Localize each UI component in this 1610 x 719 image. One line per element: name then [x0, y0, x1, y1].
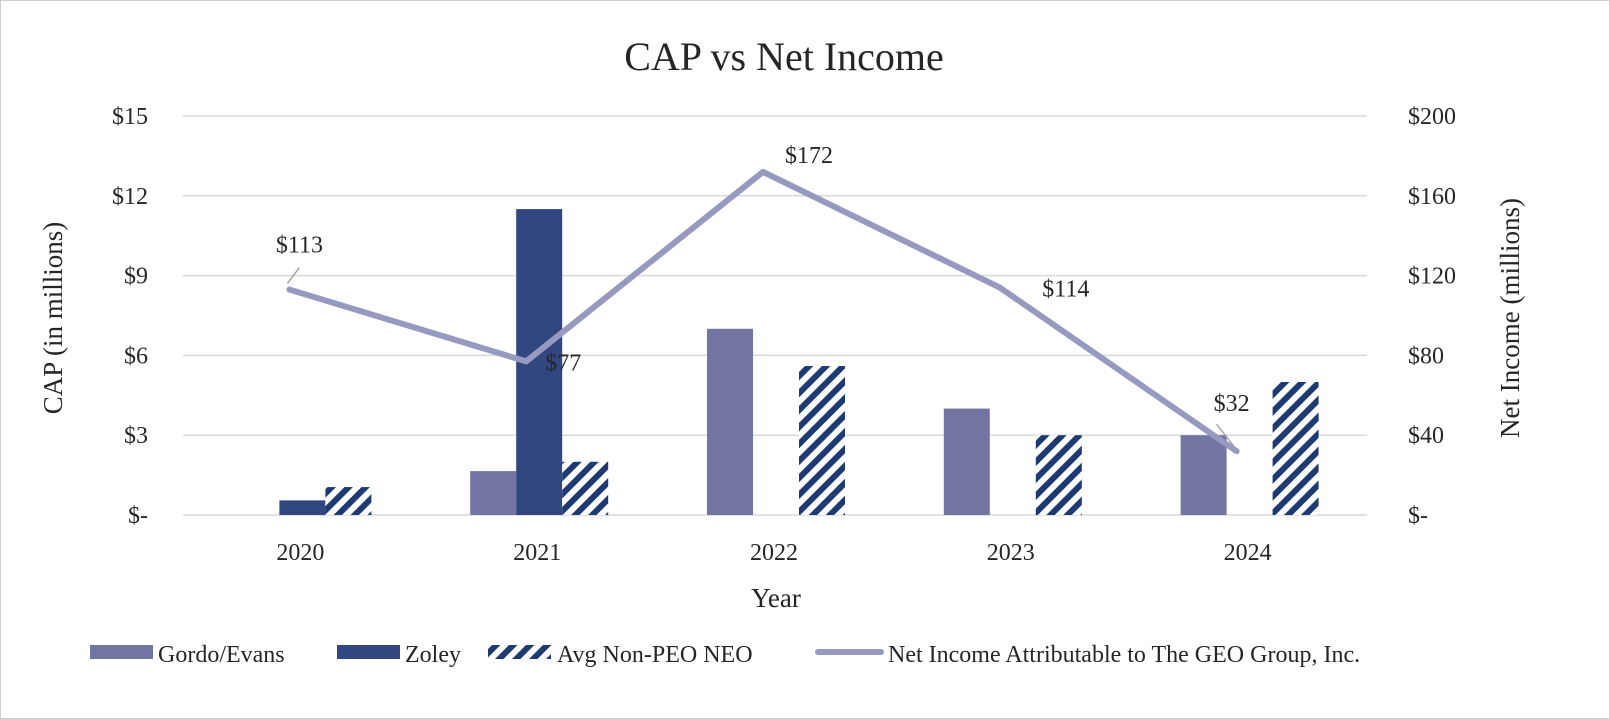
- y-tick-label: $6: [124, 343, 148, 369]
- bar-gordo-evans-2022: [707, 328, 753, 515]
- bars: [279, 209, 1319, 515]
- net-income-data-label: $172: [785, 143, 833, 169]
- data-label-leader: [1216, 423, 1236, 448]
- gridlines: [183, 115, 1367, 516]
- bar-gordo-evans-2023: [943, 408, 990, 515]
- y-tick-label: $15: [112, 104, 148, 130]
- y-tick-label: $-: [128, 503, 148, 529]
- x-axis-label: Year: [751, 583, 801, 613]
- bar-avg-non-peo-neo-2020: [325, 487, 372, 515]
- y-axis-label: CAP (in millions): [38, 222, 68, 415]
- bar-avg-non-peo-neo-2022: [799, 366, 845, 515]
- y-tick-label: $9: [124, 264, 148, 290]
- legend-swatch-gordo-evans: [90, 645, 153, 659]
- legend-swatch-avg-non-peo-neo: [488, 645, 551, 659]
- y2-tick-label: $80: [1408, 343, 1444, 369]
- x-tick-label: 2021: [513, 540, 561, 566]
- net-income-line: [286, 168, 1240, 455]
- y2-tick-label: $40: [1408, 423, 1444, 449]
- legend-label-net-income: Net Income Attributable to The GEO Group…: [888, 642, 1360, 668]
- y2-tick-label: $-: [1408, 503, 1428, 529]
- net-income-data-label: $32: [1214, 391, 1250, 417]
- legend-label-gordo-evans: Gordo/Evans: [158, 642, 285, 668]
- bar-gordo-evans-2021: [470, 471, 517, 515]
- y-tick-label: $12: [112, 184, 148, 210]
- net-income-line-layer: $113 $77 $172 $114 $32: [276, 143, 1250, 455]
- y2-axis-label: Net Income (millions): [1495, 198, 1525, 438]
- bar-avg-non-peo-neo-2024: [1272, 382, 1319, 515]
- net-income-data-label: $113: [276, 233, 323, 259]
- legend: Gordo/Evans Zoley Avg Non-PEO NEO Net In…: [90, 642, 1360, 668]
- x-tick-label: 2023: [987, 540, 1035, 566]
- legend-label-zoley: Zoley: [405, 642, 461, 668]
- net-income-data-label: $77: [545, 350, 581, 376]
- bar-avg-non-peo-neo-2021: [562, 461, 609, 515]
- bar-avg-non-peo-neo-2023: [1035, 435, 1082, 515]
- y-tick-label: $3: [124, 423, 148, 449]
- x-tick-label: 2024: [1224, 540, 1272, 566]
- legend-label-avg-non-peo-neo: Avg Non-PEO NEO: [557, 642, 753, 668]
- data-label-leader: [286, 267, 300, 285]
- y2-tick-label: $160: [1408, 184, 1456, 210]
- left-axis-ticks: $- $3 $6 $9 $12 $15: [112, 104, 148, 529]
- x-tick-label: 2022: [750, 540, 798, 566]
- y2-tick-label: $120: [1408, 264, 1456, 290]
- legend-swatch-zoley: [337, 645, 400, 659]
- chart-title: CAP vs Net Income: [624, 34, 944, 79]
- bar-zoley-2020: [279, 500, 326, 515]
- x-axis-ticks: 2020 2021 2022 2023 2024: [276, 540, 1271, 566]
- right-axis-ticks: $- $40 $80 $120 $160 $200: [1408, 104, 1456, 529]
- x-tick-label: 2020: [276, 540, 324, 566]
- y2-tick-label: $200: [1408, 104, 1456, 130]
- bar-gordo-evans-2024: [1180, 435, 1227, 515]
- net-income-data-label: $114: [1042, 277, 1089, 303]
